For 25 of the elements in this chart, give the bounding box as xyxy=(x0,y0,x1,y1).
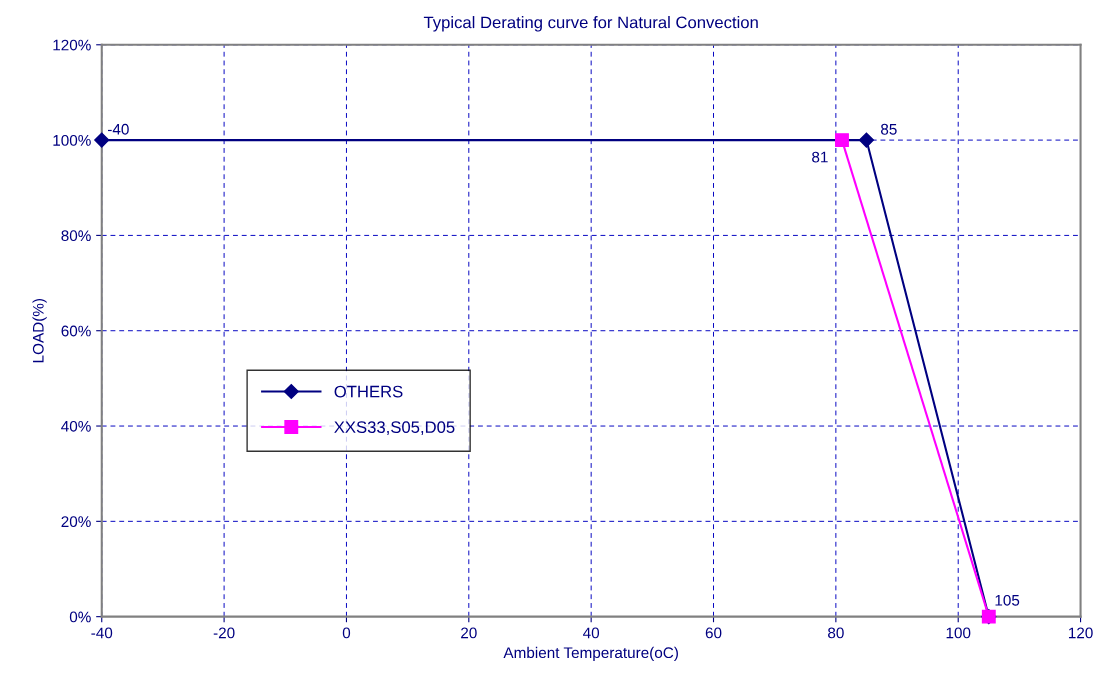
y-tick-label: 120% xyxy=(53,39,91,51)
y-tick-label: 20% xyxy=(61,516,91,528)
annotation: 81 xyxy=(812,151,828,163)
x-tick-label: 80 xyxy=(828,627,844,639)
x-tick-label: 60 xyxy=(705,627,722,639)
y-tick-label: 60% xyxy=(61,325,91,337)
annotation: 85 xyxy=(881,123,897,135)
legend-label: OTHERS xyxy=(334,385,403,398)
x-tick-label: -40 xyxy=(91,627,113,639)
y-tick-label: 0% xyxy=(69,611,91,623)
annotation: 105 xyxy=(995,594,1020,606)
legend-label: XXS33,S05,D05 xyxy=(334,421,455,435)
x-tick-label: 120 xyxy=(1068,627,1093,639)
annotation: -40 xyxy=(107,123,129,135)
y-tick-label: 100% xyxy=(53,134,91,146)
y-tick-label: 80% xyxy=(61,230,91,242)
x-axis-title: Ambient Temperature(oC) xyxy=(503,646,678,662)
x-tick-label: 100 xyxy=(946,627,971,639)
x-tick-label: 20 xyxy=(461,627,477,639)
x-tick-label: 0 xyxy=(342,627,351,639)
y-axis-title: LOAD(%) xyxy=(32,298,47,363)
x-tick-label: -20 xyxy=(213,627,235,639)
x-tick-label: 40 xyxy=(583,627,600,639)
chart-title: Typical Derating curve for Natural Convection xyxy=(423,16,758,32)
y-tick-label: 40% xyxy=(61,420,91,432)
